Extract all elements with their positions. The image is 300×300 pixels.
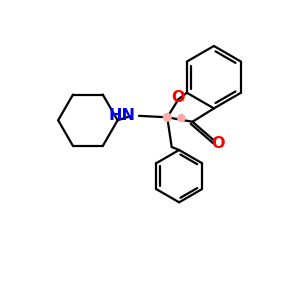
Text: O: O [171, 90, 185, 105]
Text: O: O [212, 136, 225, 151]
Circle shape [164, 113, 171, 121]
Text: HN: HN [108, 108, 135, 123]
Circle shape [178, 115, 185, 122]
